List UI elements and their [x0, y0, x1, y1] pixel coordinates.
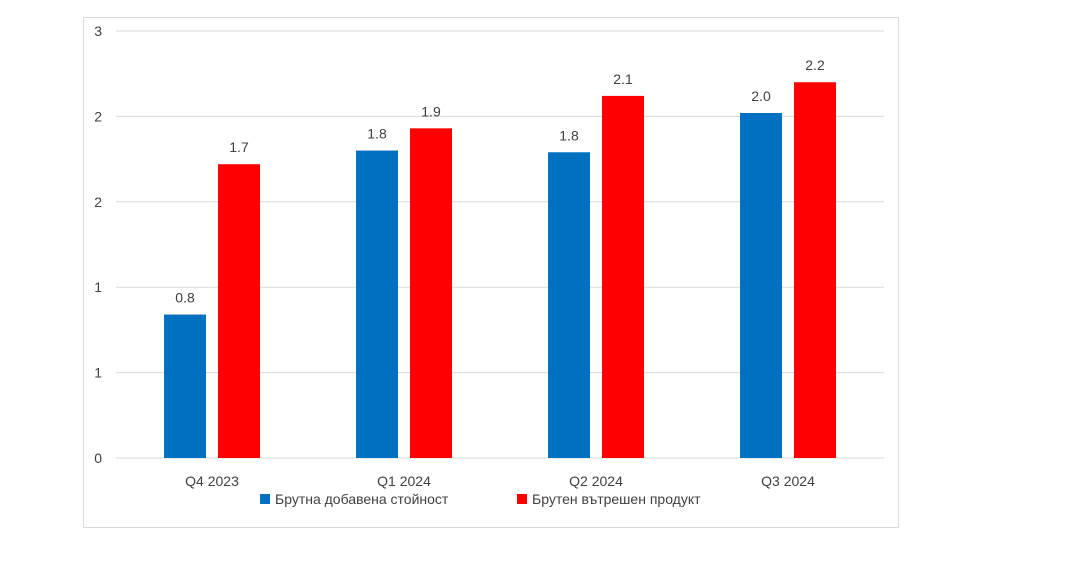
bar-gdp [794, 82, 836, 459]
data-label: 2.0 [751, 88, 771, 104]
data-label: 1.8 [559, 127, 579, 143]
x-tick-label: Q2 2024 [569, 473, 623, 489]
data-label: 0.8 [175, 290, 195, 306]
x-axis-ticks: Q4 2023 Q1 2024 Q2 2024 Q3 2024 [185, 473, 815, 489]
data-label: 1.9 [421, 103, 441, 119]
data-label: 2.1 [613, 71, 633, 87]
x-tick-label: Q4 2023 [185, 473, 239, 489]
legend-label: Брутна добавена стойност [275, 491, 449, 507]
bar-gdp [218, 164, 260, 458]
data-label: 1.7 [229, 139, 249, 155]
y-tick-label: 0 [94, 450, 102, 466]
x-tick-label: Q1 2024 [377, 473, 431, 489]
data-labels: 0.8 1.7 1.8 1.9 1.8 2.1 2.0 2.2 [175, 57, 825, 305]
legend-swatch [260, 494, 270, 504]
y-tick-label: 2 [94, 108, 102, 124]
data-label: 2.2 [805, 57, 825, 73]
data-label: 1.8 [367, 126, 387, 142]
y-tick-label: 3 [94, 23, 102, 39]
legend-label: Брутен вътрешен продукт [532, 491, 701, 507]
y-axis-ticks: 0 1 1 2 2 3 [94, 23, 102, 466]
y-tick-label: 1 [94, 365, 102, 381]
bars [164, 82, 836, 459]
bar-gdp [602, 95, 644, 459]
y-tick-label: 1 [94, 279, 102, 295]
bar-gdp [410, 128, 452, 458]
bar-gva [740, 112, 782, 458]
x-tick-label: Q3 2024 [761, 473, 815, 489]
bar-gva [164, 314, 206, 458]
bar-gva [356, 150, 398, 458]
bar-gva [548, 152, 590, 458]
legend-swatch [517, 494, 527, 504]
y-tick-label: 2 [94, 194, 102, 210]
legend: Брутна добавена стойност Брутен вътрешен … [260, 491, 701, 507]
